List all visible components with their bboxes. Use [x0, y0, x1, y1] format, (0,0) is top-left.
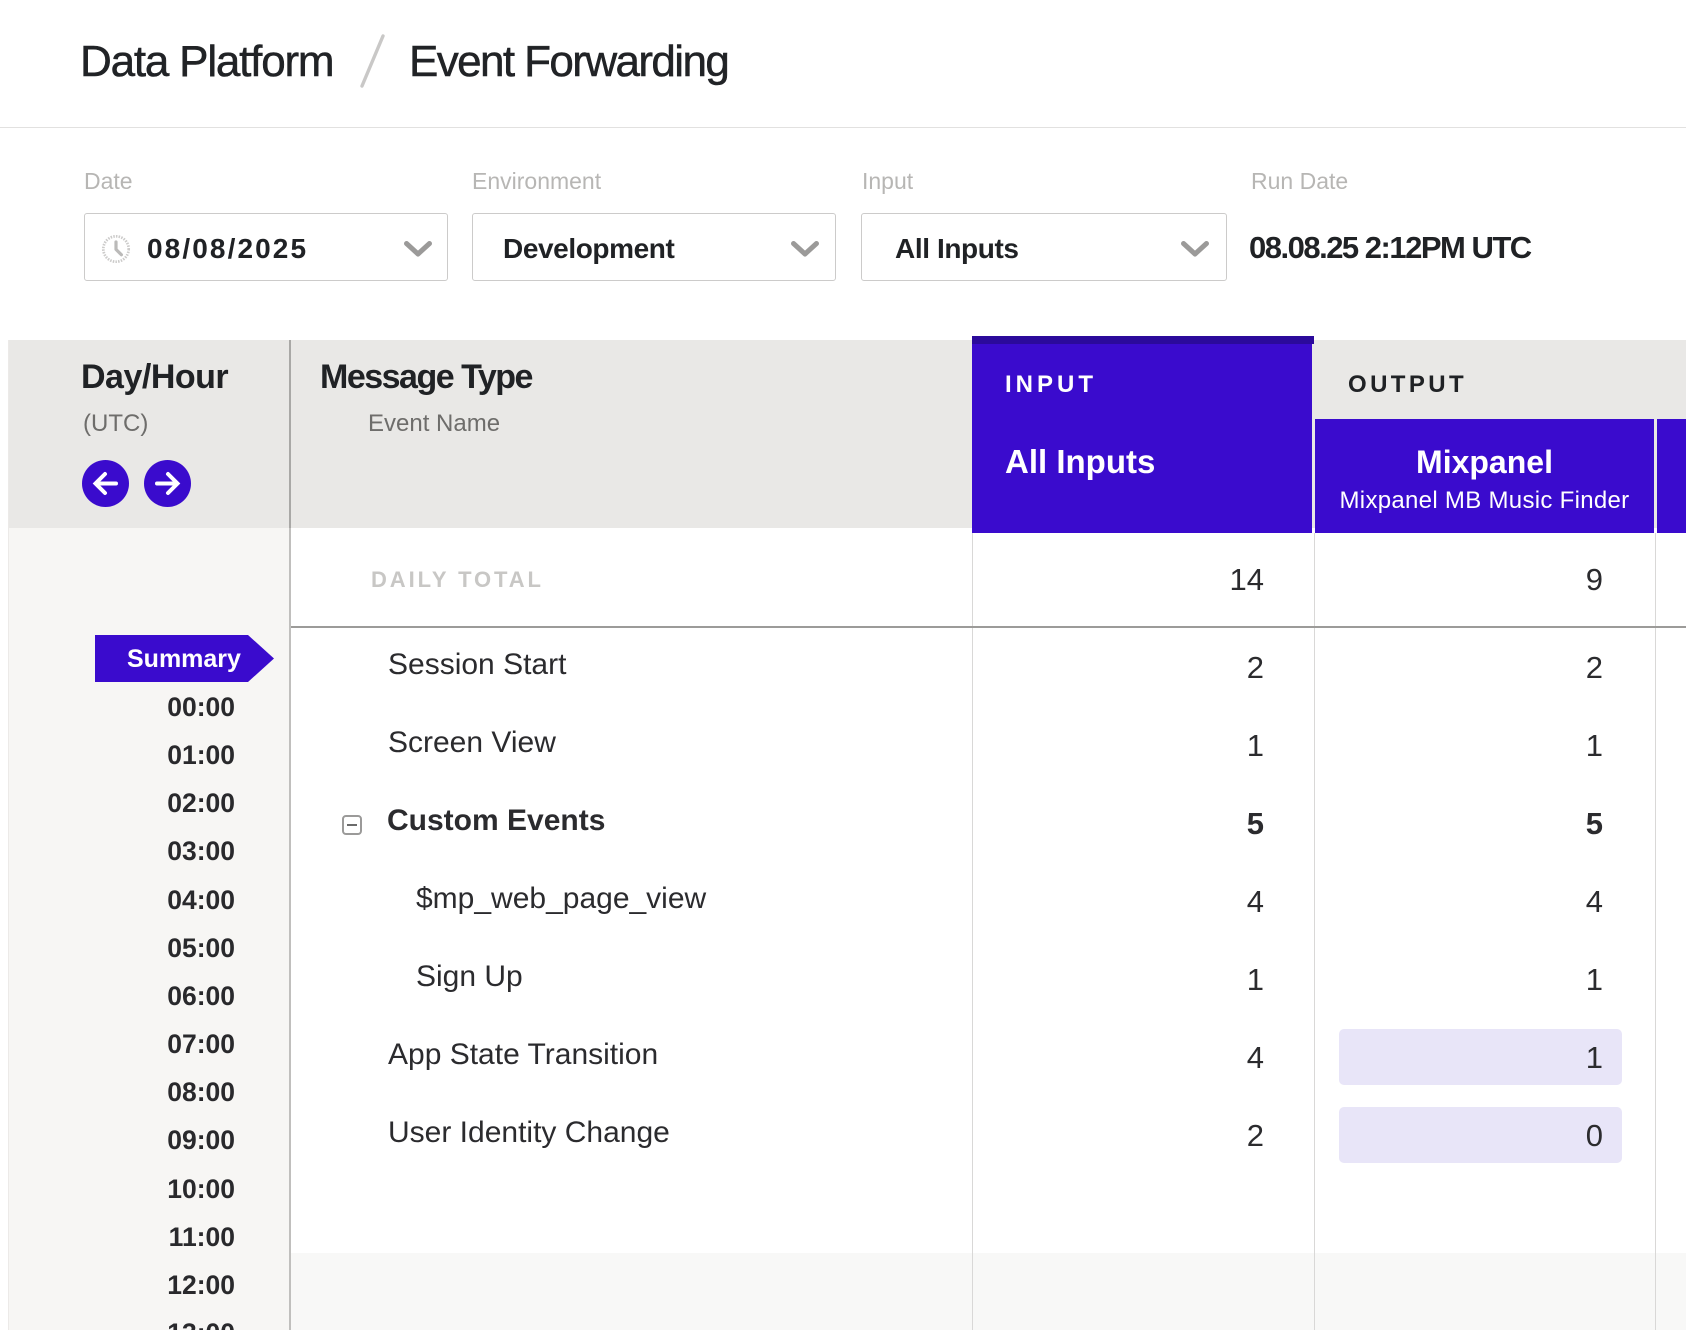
- svg-text:Summary: Summary: [127, 645, 241, 673]
